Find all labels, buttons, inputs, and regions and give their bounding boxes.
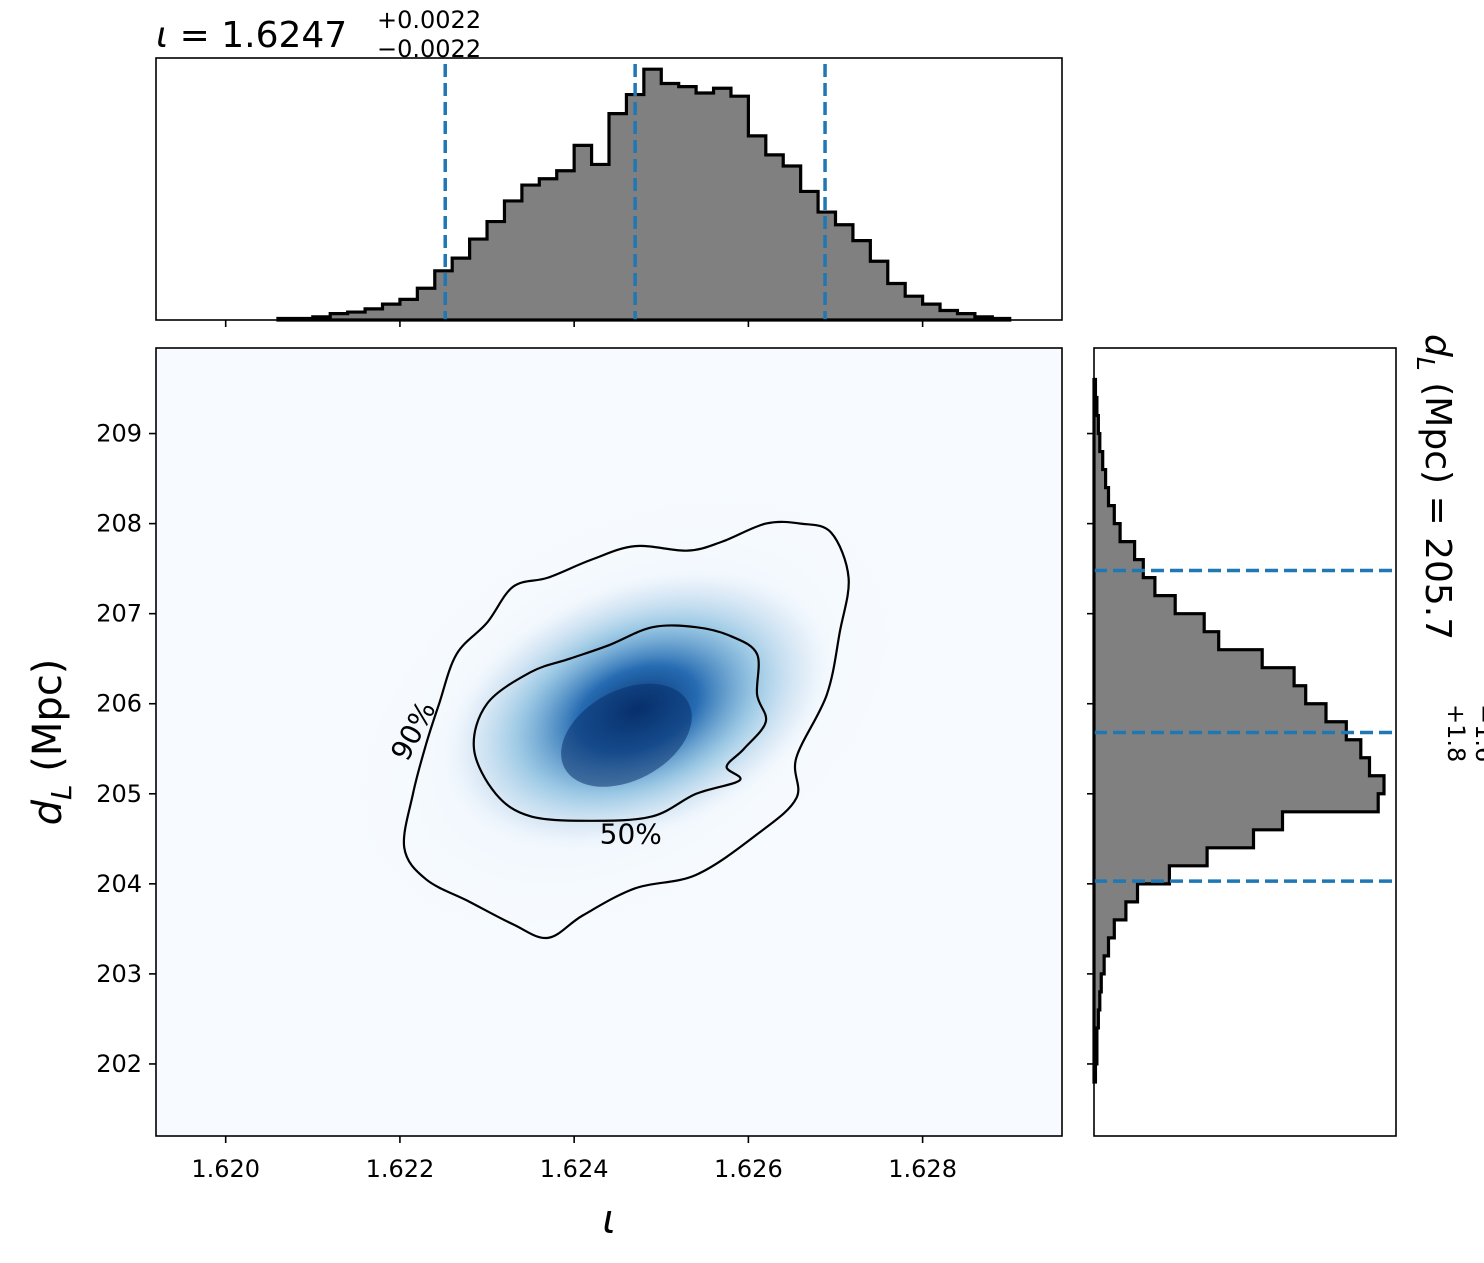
contour-50-line: [472, 624, 768, 822]
right-marginal-histogram: [1092, 377, 1386, 1084]
top-marginal-upper-error: +0.0022: [377, 6, 481, 34]
y-tick-label-2: 204: [96, 870, 142, 898]
joint-y-axis-ticks: 202 203 204 205 206 207 208 209: [96, 420, 156, 1078]
top-marginal-title: ι = 1.6247: [156, 15, 347, 56]
right-marginal-lower-error: −1.6: [1470, 704, 1484, 762]
y-tick-label-7: 209: [96, 420, 142, 448]
joint-y-axis-label: dL (Mpc): [25, 659, 78, 826]
joint-panel: 1.620 1.622 1.624 1.626 1.628 20220320420520…: [25, 347, 1063, 1243]
y-tick-label-3: 205: [96, 780, 142, 808]
density-peak: [561, 683, 692, 787]
x-tick-label-4: 1.628: [888, 1155, 957, 1183]
right-marginal-upper-error: +1.8: [1442, 704, 1470, 762]
right-histogram-bars: [1092, 377, 1386, 1084]
right-marginal-border: [1093, 347, 1397, 1137]
joint-density-heatmap: [320, 467, 930, 959]
contour-90-line: [402, 520, 850, 940]
joint-x-axis-label: ι: [602, 1197, 616, 1243]
y-tick-label-5: 207: [96, 600, 142, 628]
right-marginal-title: dL (Mpc) = 205.7: [1411, 334, 1458, 640]
joint-border: [155, 347, 1063, 1137]
top-marginal-panel: ι = 1.6247 +0.0022 −0.0022: [155, 6, 1063, 327]
joint-contours: [402, 520, 850, 940]
right-marginal-quantile-lines: [1094, 568, 1396, 883]
right-marginal-panel: dL (Mpc) = 205.7 +1.8 −1.6: [1087, 334, 1484, 1137]
top-marginal-x-ticks: [224, 320, 924, 327]
joint-x-axis-ticks: 1.620 1.622 1.624 1.626 1.628: [191, 1136, 957, 1183]
x-tick-label-0: 1.620: [191, 1155, 260, 1183]
top-marginal-border: [155, 57, 1063, 321]
top-marginal-median: 1.6247: [221, 15, 347, 56]
top-marginal-lower-error: −0.0022: [377, 35, 481, 63]
top-marginal-symbol: ι: [156, 15, 168, 56]
x-tick-label-2: 1.624: [540, 1155, 609, 1183]
y-tick-label-4: 206: [96, 690, 142, 718]
top-marginal-quantile-lines: [443, 64, 827, 320]
y-tick-label-0: 202: [96, 1050, 142, 1078]
x-tick-label-1: 1.622: [366, 1155, 435, 1183]
right-marginal-y-ticks: [1087, 432, 1094, 1065]
contour-50-label: 50%: [600, 817, 662, 850]
y-tick-label-6: 208: [96, 510, 142, 538]
y-tick-label-1: 203: [96, 960, 142, 988]
x-tick-label-3: 1.626: [714, 1155, 783, 1183]
